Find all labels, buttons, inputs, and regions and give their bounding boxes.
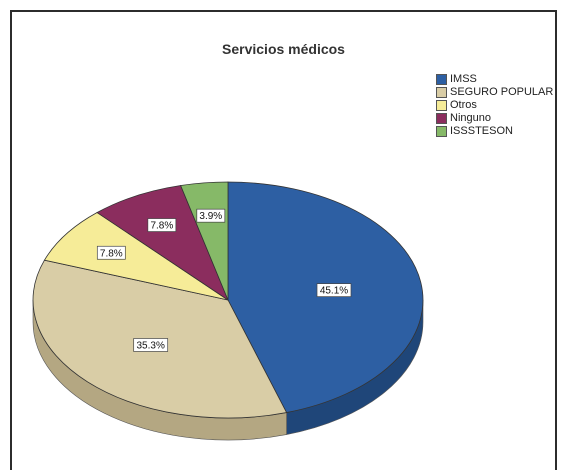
slice-otros xyxy=(43,212,229,301)
svg-text:7.8%: 7.8% xyxy=(100,248,123,259)
legend-item-imss: IMSS xyxy=(436,73,553,86)
legend-swatch xyxy=(436,113,447,124)
svg-text:35.3%: 35.3% xyxy=(137,340,165,351)
pie-slices xyxy=(32,181,424,419)
pie-labels: 45.1% 35.3% 7.8% 7.8% 3.9% xyxy=(96,208,352,352)
legend-label: ISSSTESON xyxy=(450,125,513,137)
slice-label-imss: 45.1% xyxy=(316,283,352,297)
slice-imss xyxy=(227,181,424,413)
slice-label-ninguno: 7.8% xyxy=(147,218,177,232)
chart-legend: IMSS SEGURO POPULAR Otros Ninguno ISSSTESON xyxy=(436,73,553,138)
legend-swatch xyxy=(436,87,447,98)
slice-label-seguro-popular: 35.3% xyxy=(133,338,169,352)
legend-label: Otros xyxy=(450,99,477,111)
legend-label: SEGURO POPULAR xyxy=(450,86,554,98)
chart-title: Servicios médicos xyxy=(222,41,345,57)
svg-text:7.8%: 7.8% xyxy=(150,221,173,232)
legend-swatch xyxy=(436,74,447,85)
legend-label: IMSS xyxy=(450,73,477,85)
legend-item-ninguno: Ninguno xyxy=(436,112,553,125)
legend-item-otros: Otros xyxy=(436,99,553,112)
slice-label-otros: 7.8% xyxy=(96,245,126,260)
legend-item-isssteson: ISSSTESON xyxy=(436,125,553,138)
legend-swatch xyxy=(436,100,447,111)
slice-ninguno xyxy=(96,185,229,302)
legend-item-seguro-popular: SEGURO POPULAR xyxy=(436,86,553,99)
svg-text:3.9%: 3.9% xyxy=(199,211,222,222)
legend-label: Ninguno xyxy=(450,112,491,124)
svg-text:45.1%: 45.1% xyxy=(320,286,348,297)
legend-swatch xyxy=(436,126,447,137)
slice-label-isssteson: 3.9% xyxy=(196,208,226,223)
